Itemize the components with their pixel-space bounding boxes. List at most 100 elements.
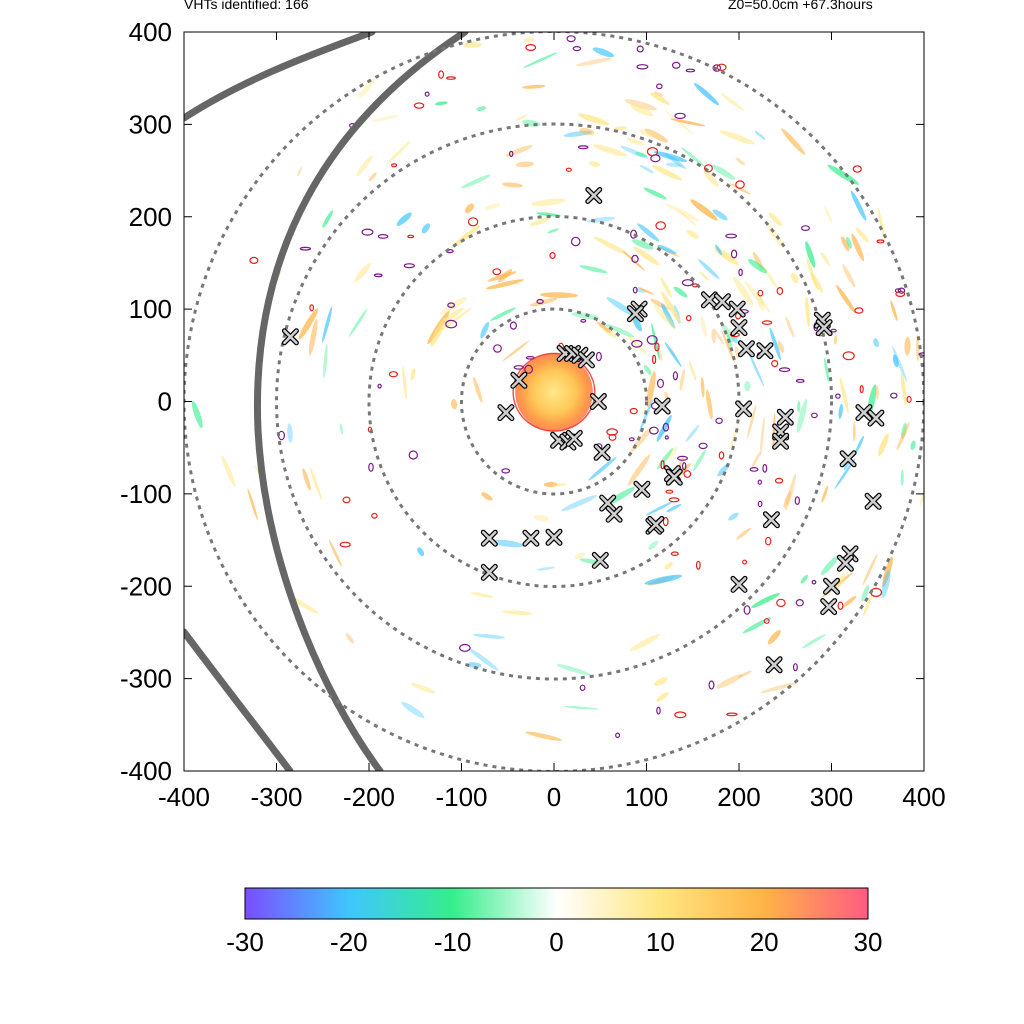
field-streak xyxy=(744,381,751,392)
field-streak xyxy=(525,731,563,741)
field-streak xyxy=(470,592,494,598)
field-streak xyxy=(589,161,601,167)
contour-blob xyxy=(631,254,639,263)
field-streak xyxy=(643,187,667,200)
y-tick-label: -200 xyxy=(120,571,172,601)
field-streak xyxy=(711,329,716,344)
vht-marker xyxy=(599,494,617,512)
field-streak xyxy=(633,246,660,266)
vht-marker xyxy=(591,551,609,569)
field-streak xyxy=(635,151,648,158)
contour-blob xyxy=(339,541,351,548)
contour-blob xyxy=(776,598,786,608)
field-streak xyxy=(522,84,546,89)
contour-blob xyxy=(615,732,621,739)
field-streak xyxy=(855,435,864,454)
field-streak xyxy=(472,376,483,403)
vht-marker xyxy=(565,429,583,447)
contour-blob xyxy=(577,145,589,150)
vht-marker-fill xyxy=(594,444,610,460)
field-streak xyxy=(639,164,654,174)
field-streak xyxy=(651,322,660,361)
contour-blob xyxy=(249,256,259,264)
vht-marker-fill xyxy=(757,343,773,359)
contour-blob xyxy=(377,233,389,239)
field-streak xyxy=(901,422,907,439)
field-streak xyxy=(577,113,610,126)
field-streak xyxy=(737,670,752,678)
field-streak xyxy=(751,592,780,608)
vht-marker-fill xyxy=(764,512,779,528)
field-streak xyxy=(502,340,530,362)
contour-blob xyxy=(309,304,315,312)
contour-blob xyxy=(493,344,502,353)
field-streak xyxy=(551,483,567,487)
vht-marker-fill xyxy=(283,329,298,345)
vht-marker xyxy=(281,328,299,346)
field-streak xyxy=(838,403,843,419)
field-streak xyxy=(468,647,499,671)
field-streak xyxy=(563,705,599,710)
field-streak xyxy=(359,77,376,98)
contour-blob xyxy=(371,512,378,519)
contour-blob xyxy=(854,307,864,314)
field-streak xyxy=(356,155,373,177)
contour-blob xyxy=(525,43,537,51)
field-streak xyxy=(664,110,695,136)
y-tick-label: -300 xyxy=(120,664,172,694)
field-streak xyxy=(862,593,873,617)
x-tick-label: -400 xyxy=(158,782,210,812)
field-streak xyxy=(637,287,655,295)
contour-blob xyxy=(762,463,768,473)
field-streak xyxy=(873,338,879,348)
vht-marker xyxy=(815,319,833,337)
field-streak xyxy=(421,223,431,234)
field-streak xyxy=(522,119,541,127)
field-streak xyxy=(744,281,770,313)
contour-blob xyxy=(774,477,784,484)
field-streak xyxy=(622,250,645,271)
vht-marker xyxy=(700,291,718,309)
field-streak xyxy=(841,236,850,252)
contour-blob xyxy=(630,229,638,239)
field-streak xyxy=(877,207,885,241)
field-streak xyxy=(842,264,856,288)
vht-marker-fill xyxy=(731,577,747,592)
field-streak xyxy=(396,212,412,226)
contour-blob xyxy=(608,433,617,441)
vht-marker-fill xyxy=(628,306,643,322)
field-streak xyxy=(759,416,765,456)
field-streak xyxy=(670,118,706,127)
field-streak xyxy=(777,341,785,353)
vht-marker xyxy=(864,492,882,510)
field-streak xyxy=(402,365,407,400)
vht-marker-fill xyxy=(546,529,562,545)
field-streak xyxy=(648,540,659,550)
vht-marker-fill xyxy=(481,530,497,546)
vht-marker xyxy=(653,397,671,415)
colorbar-tick-label: 20 xyxy=(750,927,779,957)
contour-blob xyxy=(628,437,635,442)
field-streak xyxy=(664,562,673,570)
field-streak xyxy=(836,284,856,314)
contour-blob xyxy=(757,479,763,485)
vht-marker-fill xyxy=(634,481,650,497)
vht-marker-fill xyxy=(865,493,881,509)
vht-marker xyxy=(730,575,748,593)
field-streak xyxy=(801,634,826,649)
field-streak xyxy=(805,241,816,268)
vht-marker-fill xyxy=(591,394,606,409)
field-streak xyxy=(664,203,700,222)
field-streak xyxy=(892,345,908,382)
field-streak xyxy=(713,328,725,345)
contour-blob xyxy=(895,290,906,297)
field-streak xyxy=(485,279,524,290)
contour-blob xyxy=(595,351,602,362)
field-streak xyxy=(769,327,782,361)
field-streak xyxy=(716,674,743,689)
field-streak xyxy=(896,422,910,451)
contour-blob xyxy=(794,496,801,506)
contour-blob xyxy=(660,460,665,470)
contour-blob xyxy=(676,455,688,461)
field-streak xyxy=(910,440,916,450)
